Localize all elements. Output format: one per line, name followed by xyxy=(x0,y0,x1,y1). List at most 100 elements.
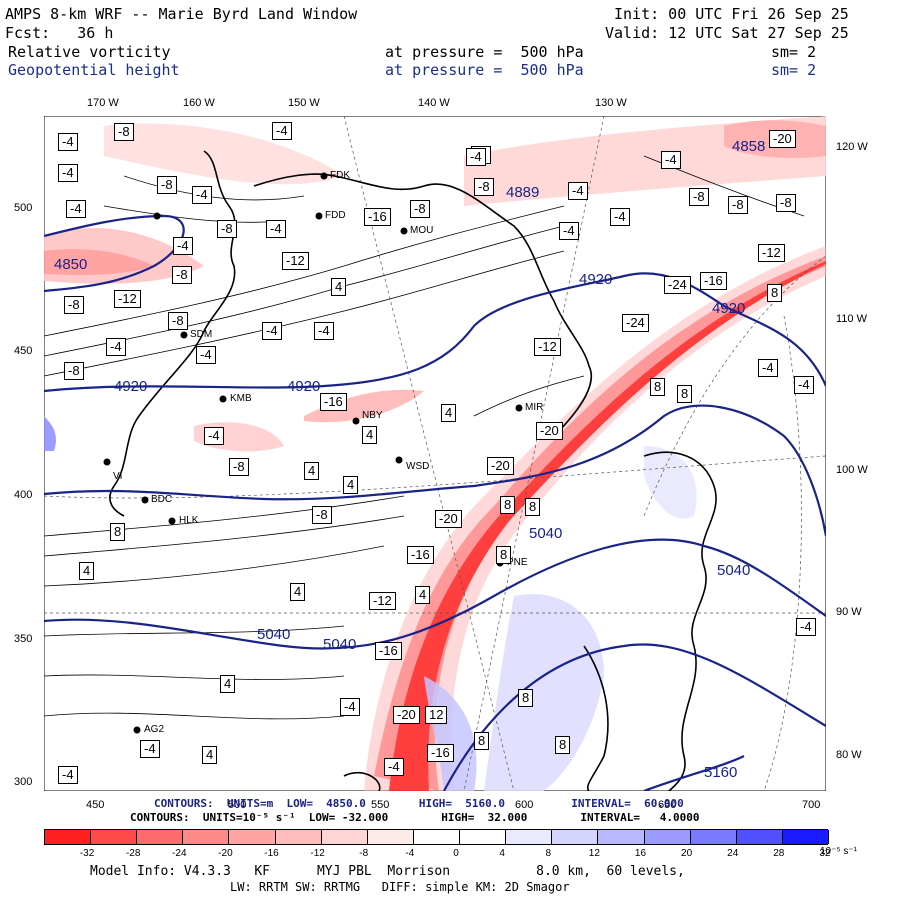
height-label: 5040 xyxy=(717,562,751,579)
field1-level: at pressure = 500 hPa xyxy=(385,43,584,61)
station-fdd: FDD xyxy=(325,210,346,221)
vort-label: -20 xyxy=(487,457,514,475)
vort-label: 4 xyxy=(415,586,431,604)
station-vi: VI xyxy=(113,471,123,482)
colorbar-tick-label: 0 xyxy=(453,848,459,859)
colorbar-cell xyxy=(321,830,368,844)
vort-label: -20 xyxy=(769,130,796,148)
right-lon-80: 80 W xyxy=(836,749,862,761)
vort-label: -4 xyxy=(106,338,126,356)
top-lon-130: 130 W xyxy=(595,97,627,109)
vort-label: -8 xyxy=(312,506,332,524)
left-y-300: 300 xyxy=(14,776,33,788)
field2-smoothing: sm= 2 xyxy=(771,61,817,79)
vort-label: -4 xyxy=(192,186,212,204)
vort-label: 8 xyxy=(500,496,516,514)
colorbar-tick-label: 16 xyxy=(634,848,647,859)
coastline xyxy=(109,150,717,792)
vort-label: 8 xyxy=(496,546,512,564)
vort-label: -4 xyxy=(204,427,224,445)
vort-label: -16 xyxy=(407,546,434,564)
model-title: AMPS 8-km WRF -- Marie Byrd Land Window xyxy=(5,5,358,23)
vort-label: 4 xyxy=(362,426,378,444)
vort-label: -4 xyxy=(384,758,404,776)
vort-label: -4 xyxy=(661,151,681,169)
colorbar-tick-label: -12 xyxy=(310,848,325,859)
vort-label: 12 xyxy=(425,706,448,724)
colorbar-cell xyxy=(690,830,737,844)
right-lon-120: 120 W xyxy=(836,141,868,153)
height-label: 5040 xyxy=(529,525,563,542)
field2-name: Geopotential height xyxy=(8,61,180,79)
height-contour-info: CONTOURS: UNITS=m LOW= 4850.0 HIGH= 5160… xyxy=(154,797,684,810)
colorbar-tick-label: -24 xyxy=(172,848,187,859)
vort-label: -16 xyxy=(700,272,727,290)
vort-label: 4 xyxy=(343,476,359,494)
vort-label: -8 xyxy=(64,362,84,380)
colorbar-tick-label: 8 xyxy=(545,848,552,859)
vort-label: -4 xyxy=(568,182,588,200)
height-label: 4920 xyxy=(579,271,613,288)
vort-label: 4 xyxy=(220,675,236,693)
height-label: 4920 xyxy=(287,378,321,395)
vort-label: -8 xyxy=(728,196,748,214)
vort-label: -8 xyxy=(229,458,249,476)
vort-label: -24 xyxy=(622,314,649,332)
colorbar-cell xyxy=(644,830,691,844)
station-kmb: KMB xyxy=(230,393,252,404)
colorbar-cell xyxy=(275,830,322,844)
station-ag2: AG2 xyxy=(144,724,165,735)
vort-label: -4 xyxy=(262,322,282,340)
vort-label: -4 xyxy=(58,133,78,151)
station-sdm: SDM xyxy=(190,329,213,340)
top-lon-140: 140 W xyxy=(418,97,450,109)
vort-label: -4 xyxy=(610,208,630,226)
station-wsd: WSD xyxy=(406,461,430,472)
colorbar-cell xyxy=(413,830,461,844)
vort-label: -8 xyxy=(172,266,192,284)
colorbar-tick-label: 4 xyxy=(499,848,505,859)
vort-label: -12 xyxy=(369,592,396,610)
station-mou: MOU xyxy=(410,225,434,236)
height-label: 4889 xyxy=(506,184,540,201)
station-mir: MIR xyxy=(525,402,544,413)
positive-vorticity-shading xyxy=(44,416,697,791)
right-lon-90: 90 W xyxy=(836,606,862,618)
station-bdc: BDC xyxy=(151,494,173,505)
height-label: 4858 xyxy=(732,138,766,155)
station-nby: NBY xyxy=(362,410,383,421)
colorbar-cell xyxy=(137,830,184,844)
vort-label: -12 xyxy=(282,252,309,270)
colorbar-tick-label: 32 xyxy=(819,848,831,859)
top-lon-150: 150 W xyxy=(288,97,320,109)
colorbar-tick-label: 12 xyxy=(588,848,600,859)
vort-label: -20 xyxy=(536,422,563,440)
height-label: 5160 xyxy=(704,764,738,781)
top-lon-160: 160 W xyxy=(183,97,215,109)
map-panel: FDK FDD MOU SDM KMB NBY MIR WSD BDC HLK … xyxy=(43,115,828,793)
colorbar-cell xyxy=(598,830,645,844)
colorbar-tick-label: 28 xyxy=(773,848,785,859)
bottom-x-650: 650 xyxy=(658,799,677,811)
vort-label: -4 xyxy=(340,698,360,716)
vort-label: -8 xyxy=(157,176,177,194)
forecast-hour: Fcst: 36 h xyxy=(5,24,114,42)
right-lon-100: 100 W xyxy=(836,464,868,476)
vort-label: -8 xyxy=(114,123,134,141)
vort-label: -20 xyxy=(393,706,420,724)
colorbar-cell xyxy=(45,830,92,844)
vort-label: 8 xyxy=(525,498,541,516)
field1-name: Relative vorticity xyxy=(8,43,171,61)
vort-label: -4 xyxy=(272,122,292,140)
vort-label: 8 xyxy=(474,732,490,750)
vort-label: -20 xyxy=(435,510,462,528)
colorbar-cell xyxy=(367,830,414,844)
vort-label: 8 xyxy=(677,385,693,403)
vort-label: -4 xyxy=(466,148,486,166)
colorbar-cell xyxy=(506,830,553,844)
vort-label: 4 xyxy=(79,562,95,580)
station-fdk: FDK xyxy=(330,170,350,181)
valid-time: Valid: 12 UTC Sat 27 Sep 25 xyxy=(605,24,849,42)
left-y-500: 500 xyxy=(14,202,33,214)
vort-label: -24 xyxy=(664,276,691,294)
